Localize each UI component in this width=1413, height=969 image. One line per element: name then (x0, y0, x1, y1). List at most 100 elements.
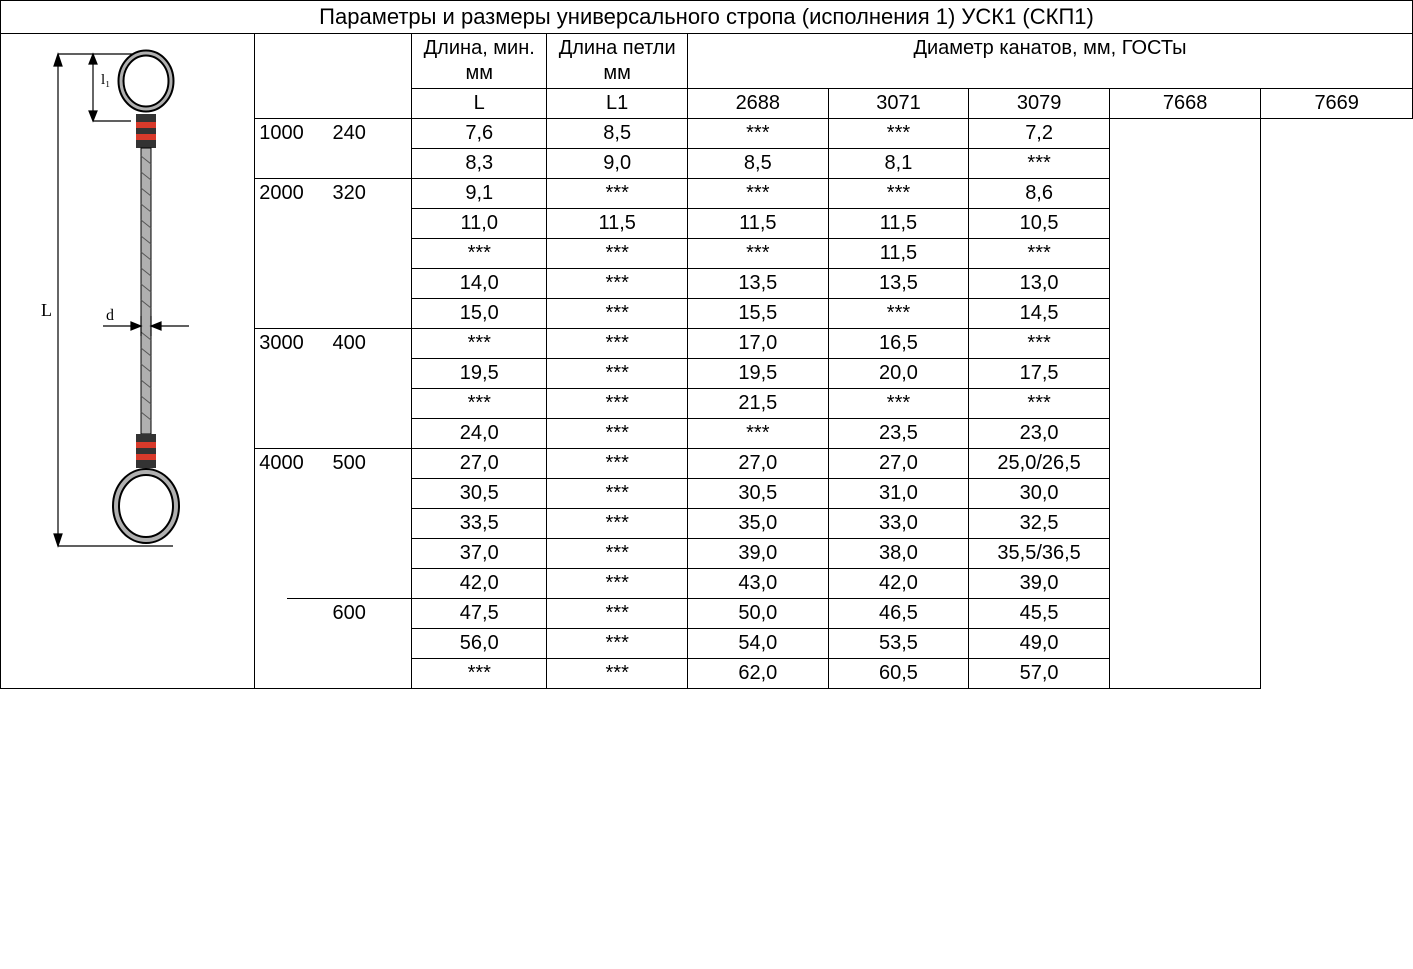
cell: 39,0 (969, 568, 1110, 598)
bottom-eye-icon (116, 472, 176, 540)
top-eye-icon (121, 53, 171, 109)
diagram-cell: L l₁ (1, 33, 255, 688)
cell: 7,2 (969, 118, 1110, 148)
cell: *** (688, 418, 829, 448)
cell: 14,5 (969, 298, 1110, 328)
cell: *** (547, 538, 688, 568)
cell: 13,0 (969, 268, 1110, 298)
cell: *** (547, 448, 688, 478)
cell: 30,0 (969, 478, 1110, 508)
cell: *** (547, 478, 688, 508)
cell: 10,5 (969, 208, 1110, 238)
cell: 19,5 (688, 358, 829, 388)
cell: 15,5 (688, 298, 829, 328)
header-L1: L1 (547, 88, 688, 118)
cell: *** (969, 328, 1110, 358)
cell: 15,0 (412, 298, 547, 328)
cell: *** (547, 178, 688, 208)
header-gost-2: 3079 (969, 88, 1110, 118)
cell: 35,0 (688, 508, 829, 538)
header-length-min: Длина, мин. мм (412, 33, 547, 88)
header-gost-4: 7669 (1261, 88, 1413, 118)
cell: 8,5 (688, 148, 829, 178)
cell-c1: 4000 (255, 448, 287, 688)
cell: *** (547, 628, 688, 658)
cell: 21,5 (688, 388, 829, 418)
cell: *** (412, 388, 547, 418)
cell: 33,5 (412, 508, 547, 538)
cell: *** (969, 148, 1110, 178)
cell: 25,0/26,5 (969, 448, 1110, 478)
cell: 7,6 (412, 118, 547, 148)
bottom-sleeve-icon (136, 434, 156, 468)
header-blank-1 (255, 33, 287, 118)
cell: 11,5 (688, 208, 829, 238)
cell: *** (547, 658, 688, 688)
cell: 19,5 (412, 358, 547, 388)
cell: 14,0 (412, 268, 547, 298)
cell: 13,5 (688, 268, 829, 298)
cell: 8,3 (412, 148, 547, 178)
cell-L: 600 (287, 598, 411, 688)
cell: 27,0 (688, 448, 829, 478)
cell: 23,5 (828, 418, 969, 448)
cell: 60,5 (828, 658, 969, 688)
cell: 11,5 (547, 208, 688, 238)
cell-c1: 2000 (255, 178, 287, 328)
cell: 57,0 (969, 658, 1110, 688)
cell: 8,6 (969, 178, 1110, 208)
cell: 9,1 (412, 178, 547, 208)
cell: *** (547, 328, 688, 358)
cell: 11,5 (828, 238, 969, 268)
cell: 56,0 (412, 628, 547, 658)
cell: 42,0 (412, 568, 547, 598)
cell: *** (688, 238, 829, 268)
cell: 17,5 (969, 358, 1110, 388)
cell: *** (688, 118, 829, 148)
cell: *** (828, 118, 969, 148)
cell: 50,0 (688, 598, 829, 628)
header-gost-1: 3071 (828, 88, 969, 118)
cell: 39,0 (688, 538, 829, 568)
sling-diagram: L l₁ (23, 36, 233, 556)
cell: 8,5 (547, 118, 688, 148)
cell: 62,0 (688, 658, 829, 688)
cell-L: 500 (287, 448, 411, 598)
header-blank-2 (287, 33, 411, 118)
parameters-table: Параметры и размеры универсального строп… (0, 0, 1413, 689)
cell-c1: 3000 (255, 328, 287, 448)
cell: *** (412, 238, 547, 268)
cell: 30,5 (412, 478, 547, 508)
cell: 42,0 (828, 568, 969, 598)
cell: 38,0 (828, 538, 969, 568)
cell: 24,0 (412, 418, 547, 448)
cell: 13,5 (828, 268, 969, 298)
header-gost-0: 2688 (688, 88, 829, 118)
cell: 8,1 (828, 148, 969, 178)
cell-L: 320 (287, 178, 411, 328)
table-title: Параметры и размеры универсального строп… (1, 1, 1413, 34)
label-d: d (106, 307, 114, 324)
cell: 20,0 (828, 358, 969, 388)
cell: *** (412, 658, 547, 688)
cell-L: 240 (287, 118, 411, 178)
cell-c1: 1000 (255, 118, 287, 178)
cell: 49,0 (969, 628, 1110, 658)
cell: *** (547, 238, 688, 268)
cell: 9,0 (547, 148, 688, 178)
cell: 32,5 (969, 508, 1110, 538)
cell: 31,0 (828, 478, 969, 508)
cell-last-col (1109, 118, 1260, 688)
cell: *** (547, 268, 688, 298)
cell-L: 400 (287, 328, 411, 448)
label-L1: l₁ (101, 72, 110, 88)
cell: 11,0 (412, 208, 547, 238)
cell: 27,0 (828, 448, 969, 478)
header-gost-3: 7668 (1109, 88, 1260, 118)
rope-body-icon (141, 148, 151, 434)
cell: 17,0 (688, 328, 829, 358)
cell: *** (547, 598, 688, 628)
cell: *** (412, 328, 547, 358)
cell: *** (828, 178, 969, 208)
top-sleeve-icon (136, 114, 156, 148)
